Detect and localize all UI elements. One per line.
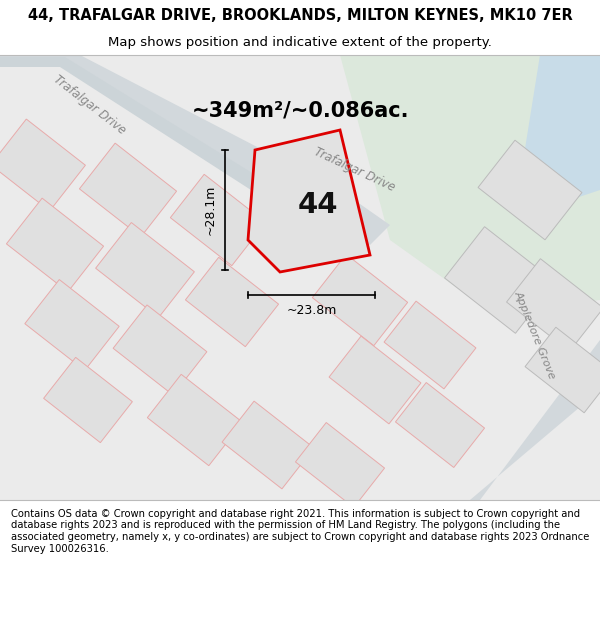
Polygon shape xyxy=(113,305,207,395)
Text: ~28.1m: ~28.1m xyxy=(203,185,217,235)
Polygon shape xyxy=(313,254,407,346)
Text: Contains OS data © Crown copyright and database right 2021. This information is : Contains OS data © Crown copyright and d… xyxy=(11,509,589,554)
Polygon shape xyxy=(7,198,104,292)
Polygon shape xyxy=(478,140,582,240)
Polygon shape xyxy=(384,301,476,389)
Polygon shape xyxy=(248,130,370,272)
Polygon shape xyxy=(170,174,266,266)
Polygon shape xyxy=(222,401,314,489)
Polygon shape xyxy=(520,55,600,200)
Polygon shape xyxy=(445,227,556,333)
Polygon shape xyxy=(95,222,194,318)
Text: Trafalgar Drive: Trafalgar Drive xyxy=(313,146,398,194)
Text: 44, TRAFALGAR DRIVE, BROOKLANDS, MILTON KEYNES, MK10 7ER: 44, TRAFALGAR DRIVE, BROOKLANDS, MILTON … xyxy=(28,8,572,23)
Polygon shape xyxy=(525,328,600,412)
Polygon shape xyxy=(79,143,176,237)
Text: Trafalgar Drive: Trafalgar Drive xyxy=(52,73,128,137)
Polygon shape xyxy=(44,357,133,442)
Polygon shape xyxy=(295,422,385,508)
Polygon shape xyxy=(329,336,421,424)
Text: Map shows position and indicative extent of the property.: Map shows position and indicative extent… xyxy=(108,36,492,49)
Polygon shape xyxy=(185,258,278,347)
Text: ~23.8m: ~23.8m xyxy=(286,304,337,318)
Polygon shape xyxy=(25,279,119,371)
Polygon shape xyxy=(0,57,360,250)
Polygon shape xyxy=(0,55,390,245)
Polygon shape xyxy=(395,382,485,468)
Text: Appledore Grove: Appledore Grove xyxy=(513,289,557,381)
Text: ~349m²/~0.086ac.: ~349m²/~0.086ac. xyxy=(191,100,409,120)
Polygon shape xyxy=(0,119,85,211)
Polygon shape xyxy=(420,340,600,500)
Text: 44: 44 xyxy=(298,191,338,219)
Polygon shape xyxy=(506,259,600,351)
Polygon shape xyxy=(280,55,600,310)
Polygon shape xyxy=(148,374,242,466)
